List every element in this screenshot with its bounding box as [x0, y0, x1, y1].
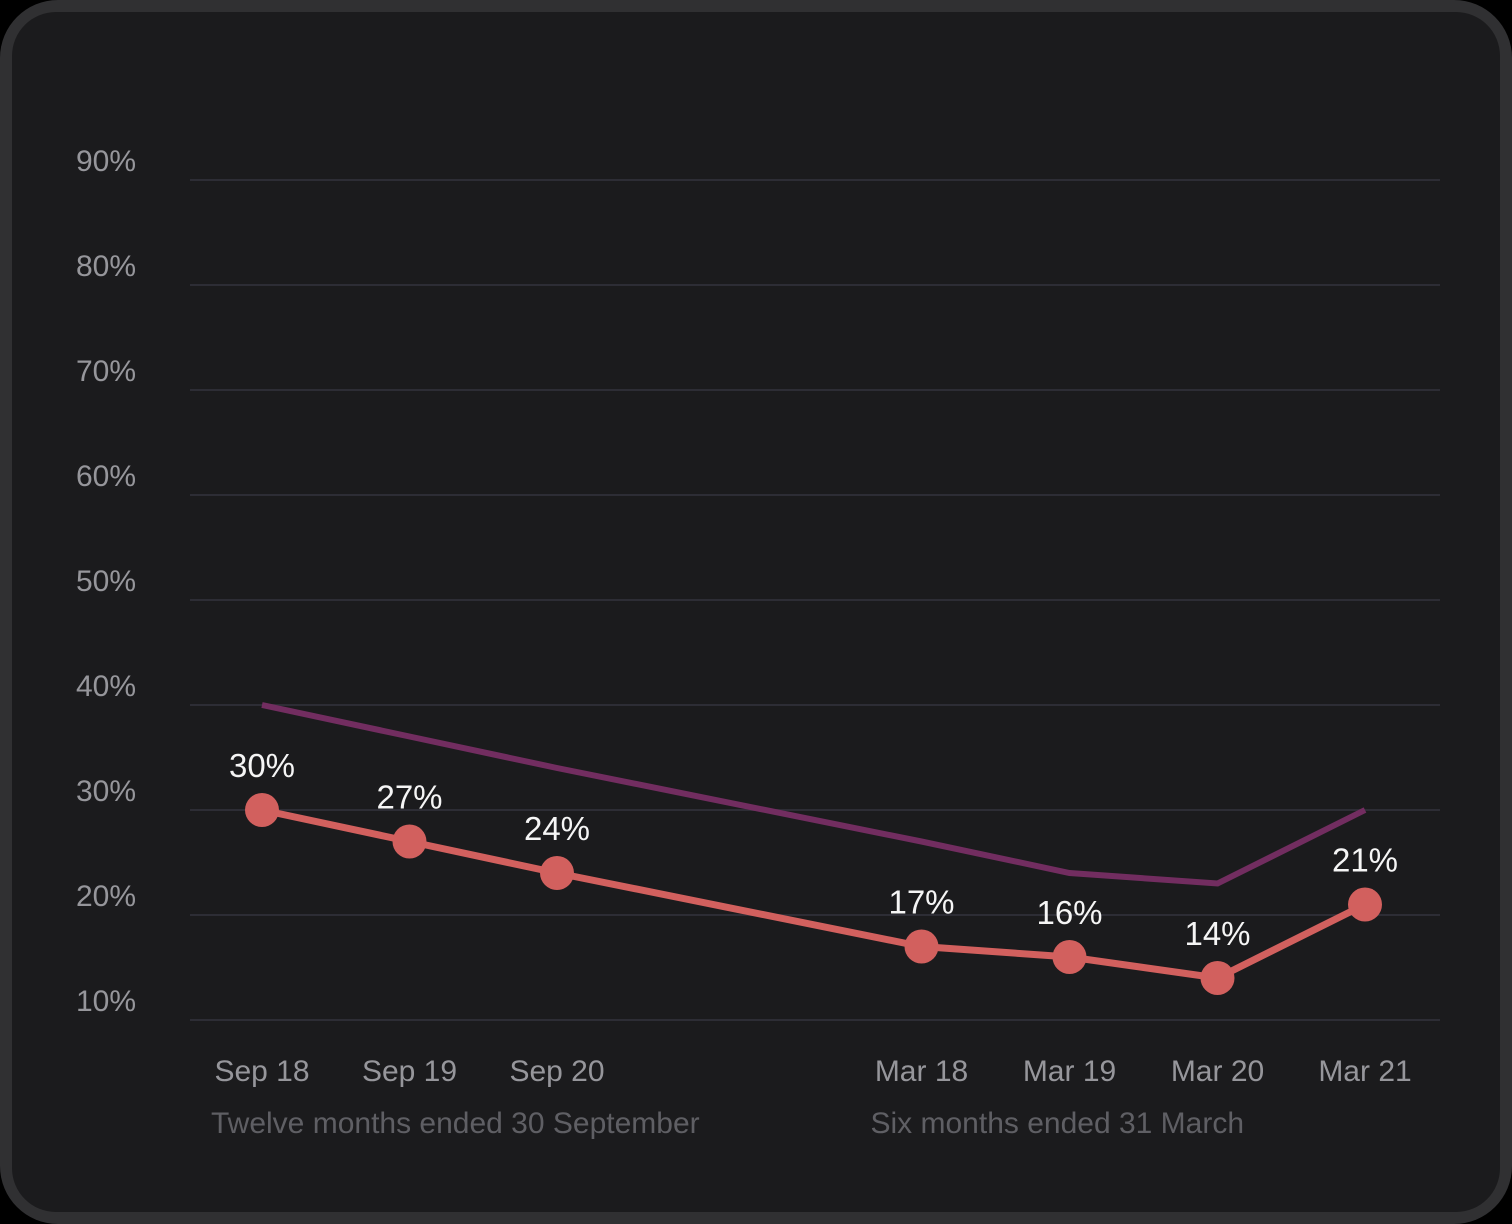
x-axis-tick-label: Sep 18 — [214, 1055, 309, 1088]
y-axis-tick-label: 60% — [76, 460, 136, 493]
y-axis-tick-label: 80% — [76, 250, 136, 283]
axis-group-label: Twelve months ended 30 September — [211, 1107, 700, 1140]
y-axis-tick-label: 90% — [76, 145, 136, 178]
y-axis-tick-label: 30% — [76, 775, 136, 808]
data-point — [245, 793, 279, 827]
axis-group-label: Six months ended 31 March — [871, 1107, 1245, 1140]
data-point-label: 27% — [376, 779, 442, 816]
data-point-label: 14% — [1184, 915, 1250, 952]
x-axis-tick-label: Mar 20 — [1171, 1055, 1264, 1088]
data-point-label: 21% — [1332, 842, 1398, 879]
y-axis-tick-label: 40% — [76, 670, 136, 703]
data-point-label: 24% — [524, 810, 590, 847]
x-axis-tick-label: Sep 19 — [362, 1055, 457, 1088]
data-point-label: 17% — [888, 884, 954, 921]
y-axis-tick-label: 20% — [76, 880, 136, 913]
data-point — [1348, 887, 1382, 922]
x-axis-tick-label: Sep 20 — [509, 1055, 604, 1088]
data-point — [540, 856, 574, 890]
highlighted-series-line — [261, 806, 1367, 982]
x-axis-tick-label: Mar 19 — [1023, 1055, 1116, 1088]
data-point-label: 30% — [229, 747, 295, 784]
comparison-series-line — [261, 702, 1367, 887]
y-axis-tick-label: 10% — [76, 985, 136, 1018]
x-axis-tick-label: Mar 21 — [1318, 1055, 1411, 1088]
y-axis-tick-label: 50% — [76, 565, 136, 598]
data-point — [904, 929, 939, 964]
data-point — [1200, 961, 1235, 995]
chart-card — [12, 12, 1500, 1212]
data-point — [392, 824, 427, 859]
data-point-label: 16% — [1036, 894, 1102, 931]
y-axis-tick-label: 70% — [76, 355, 136, 388]
data-point — [1052, 940, 1087, 974]
x-axis-tick-label: Mar 18 — [875, 1055, 968, 1088]
